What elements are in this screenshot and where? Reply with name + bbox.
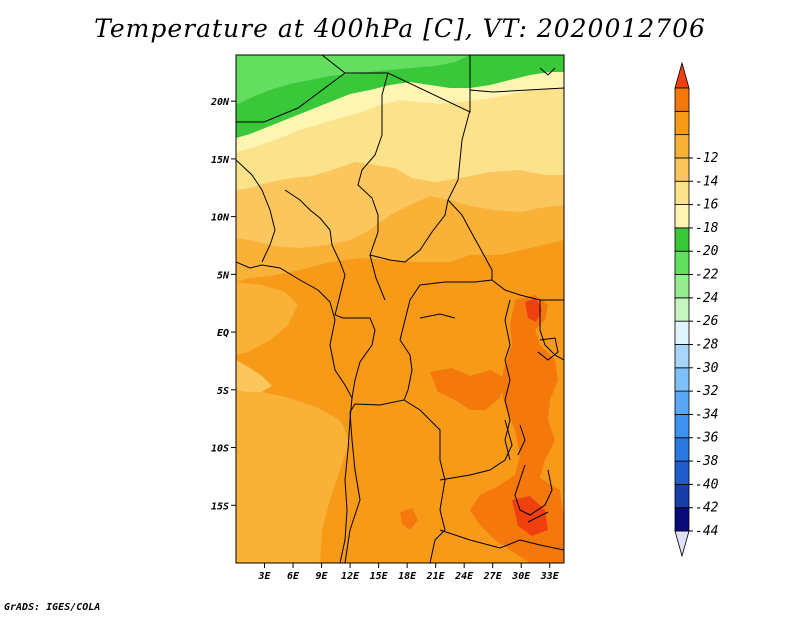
river-congo xyxy=(419,313,456,319)
band-minus12-east xyxy=(525,298,542,322)
colorbar-swatch xyxy=(674,110,690,136)
colorbar-swatch xyxy=(674,204,690,229)
colorbar-triangle-low xyxy=(674,530,690,558)
lat-tick-label: 15N xyxy=(211,155,230,166)
colorbar-label: -22 xyxy=(695,268,719,283)
lon-tick-label: 9E xyxy=(316,571,329,582)
border-west xyxy=(236,159,276,263)
border-northwest xyxy=(236,72,346,123)
lat-tick-label: 5S xyxy=(217,386,229,397)
colorbar-triangle-high xyxy=(674,61,690,89)
longitude-axis: 3E 6E 9E 12E 15E 18E 21E 24E 27E 30E 33E xyxy=(257,563,560,582)
lake-tanganyika-north xyxy=(517,424,526,456)
colorbar-swatch xyxy=(674,460,690,485)
colorbar-swatch xyxy=(674,344,690,369)
lon-tick-label: 33E xyxy=(540,571,560,582)
colorbar-label: -40 xyxy=(695,477,719,492)
lon-tick-label: 24E xyxy=(454,571,474,582)
lon-tick-label: 3E xyxy=(257,571,271,582)
colorbar-swatch xyxy=(674,437,690,462)
colorbar-label: -28 xyxy=(695,337,719,352)
lat-tick-label: 5N xyxy=(217,270,230,281)
colorbar-swatch xyxy=(674,483,690,509)
band-minus14-east xyxy=(470,295,564,563)
coast-northeast xyxy=(539,67,556,76)
border-car xyxy=(399,199,493,341)
band-minus12-south xyxy=(512,496,548,536)
colorbar-swatch xyxy=(674,367,690,392)
border-drc-zambia xyxy=(439,419,513,481)
colorbar: -44 -42 -40 -38 -36 -34 -32 -30 -28 -26 -24 -22 -20 -… xyxy=(674,61,719,558)
colorbar-label: -42 xyxy=(695,501,719,516)
colorbar-label: -38 xyxy=(695,454,719,469)
colorbar-label: -16 xyxy=(695,198,719,213)
colorbar-swatch xyxy=(674,134,690,159)
lake-malawi xyxy=(527,511,549,523)
lon-tick-label: 15E xyxy=(370,571,389,582)
colorbar-label: -30 xyxy=(695,361,719,376)
colorbar-label: -18 xyxy=(695,221,719,236)
band-minus20-west xyxy=(236,360,272,392)
colorbar-label: -12 xyxy=(695,151,719,166)
colorbar-swatch xyxy=(674,297,690,322)
lon-tick-label: 21E xyxy=(426,571,446,582)
border-angola-drc xyxy=(403,399,446,563)
colorbar-label: -34 xyxy=(695,407,718,422)
lat-tick-label: 20N xyxy=(210,97,230,108)
colorbar-swatch xyxy=(674,87,690,112)
colorbar-swatch xyxy=(674,180,690,205)
border-niger-chad xyxy=(357,72,389,301)
lon-tick-label: 18E xyxy=(398,571,417,582)
lat-tick-label: EQ xyxy=(217,328,229,339)
colorbar-swatch xyxy=(674,507,690,532)
border-east-africa xyxy=(539,300,564,361)
border-congo-angola xyxy=(344,339,413,563)
border-nigeria xyxy=(284,189,346,276)
lat-tick-label: 10S xyxy=(211,444,229,455)
colorbar-label: -14 xyxy=(695,174,718,189)
colorbar-label: -32 xyxy=(695,384,719,399)
lake-victoria xyxy=(537,337,559,361)
border-east-lakes xyxy=(504,299,511,461)
lat-tick-label: 15S xyxy=(211,501,229,512)
lake-tanganyika xyxy=(514,464,553,516)
country-borders xyxy=(236,55,564,563)
band-minus14-spot xyxy=(400,508,418,530)
colorbar-label: -44 xyxy=(695,524,718,539)
colorbar-label: -24 xyxy=(695,291,718,306)
colorbar-swatch xyxy=(674,274,690,299)
band-minus18-west-coast xyxy=(236,282,298,355)
border-cameroon-congo xyxy=(334,274,376,399)
band-minus14-central xyxy=(430,368,505,410)
lon-tick-label: 6E xyxy=(287,571,300,582)
colorbar-label: -36 xyxy=(695,431,719,446)
lon-tick-label: 27E xyxy=(483,571,503,582)
border-zambia-south xyxy=(439,529,564,551)
lat-tick-label: 10N xyxy=(211,213,230,224)
lon-tick-label: 12E xyxy=(341,571,360,582)
colorbar-label: -26 xyxy=(695,314,719,329)
latitude-axis: 20N 15N 10N 5N EQ 5S 10S 15S xyxy=(210,97,236,512)
map-title: Temperature at 400hPa [C], VT: 202001270… xyxy=(94,14,706,43)
colorbar-swatch xyxy=(674,250,690,275)
colorbar-swatch xyxy=(674,227,690,252)
band-minus18-southwest xyxy=(236,388,350,563)
border-libya-sudan xyxy=(469,55,564,93)
map-frame xyxy=(235,54,565,564)
colorbar-swatch xyxy=(674,414,690,439)
colorbar-label: -20 xyxy=(695,244,719,259)
border-chad-east xyxy=(369,109,471,263)
coastline-gulf xyxy=(236,261,353,399)
colorbar-swatch xyxy=(674,157,690,182)
lon-tick-label: 30E xyxy=(511,571,531,582)
colorbar-swatch xyxy=(674,390,690,415)
band-minus28-to-minus26 xyxy=(236,55,470,105)
temperature-field xyxy=(236,55,564,563)
border-south-sudan xyxy=(491,279,564,301)
grads-credit: GrADS: IGES/COLA xyxy=(4,602,101,613)
colorbar-swatch xyxy=(674,320,690,345)
coastline-southwest xyxy=(339,397,353,563)
